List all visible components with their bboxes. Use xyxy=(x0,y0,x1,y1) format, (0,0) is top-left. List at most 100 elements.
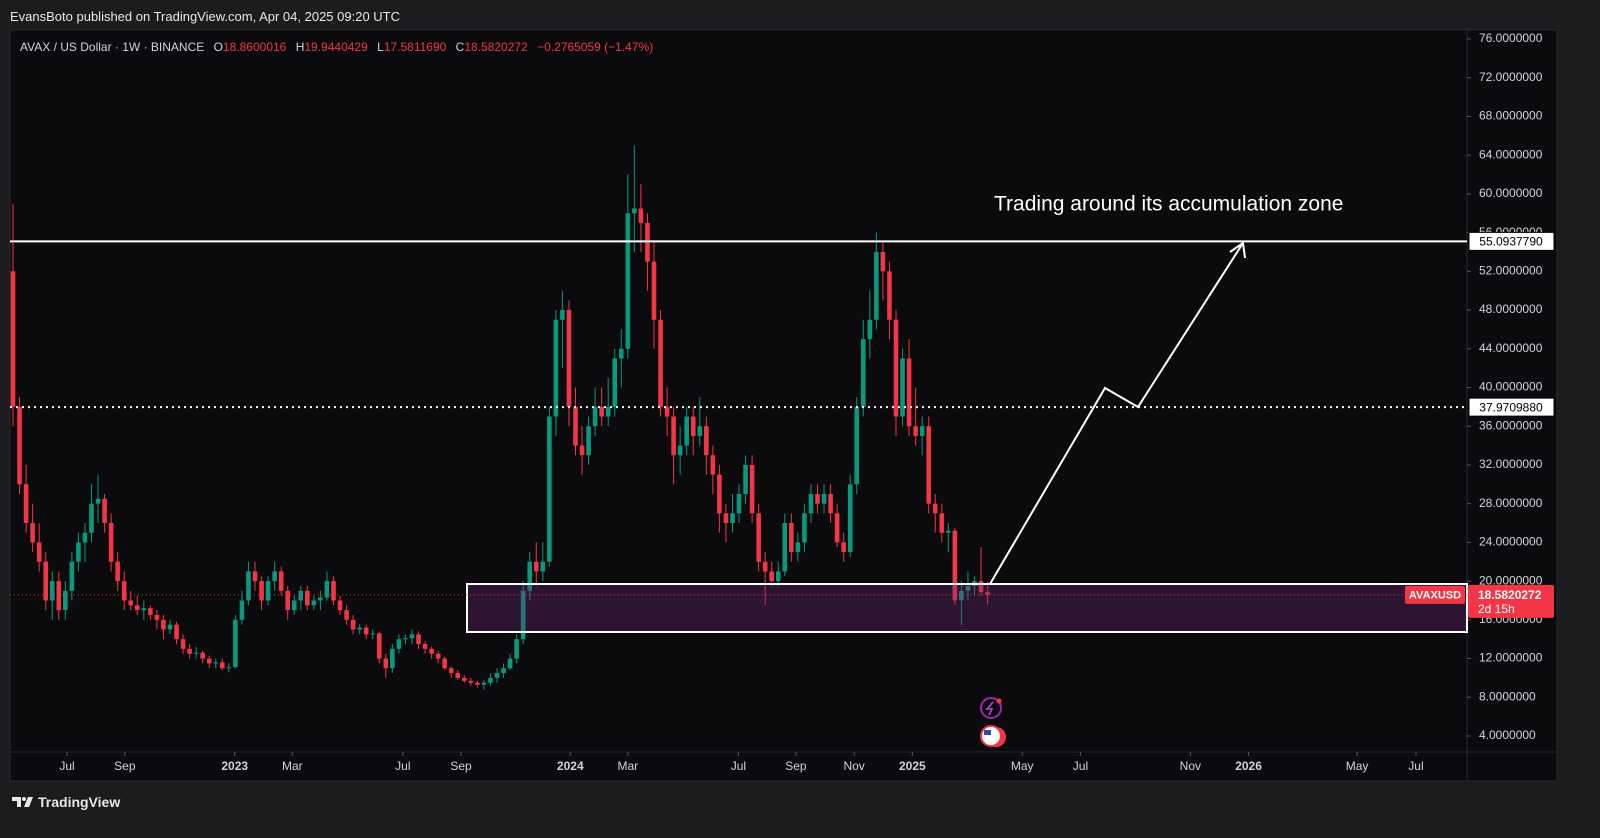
candle-body xyxy=(501,668,506,674)
y-tick-label: 64.0000000 xyxy=(1479,147,1543,161)
candle-body xyxy=(769,571,775,582)
candle-body xyxy=(311,600,317,606)
candle-body xyxy=(10,271,16,407)
candle-body xyxy=(547,416,552,562)
candle-body xyxy=(965,585,971,591)
candle-body xyxy=(161,619,166,630)
candle-body xyxy=(514,639,519,659)
candle-body xyxy=(481,682,487,685)
candle-body xyxy=(710,455,716,475)
candle-body xyxy=(409,634,415,639)
candle-body xyxy=(128,600,134,606)
candle-body xyxy=(736,493,742,514)
candle-body xyxy=(108,523,114,562)
candle-body xyxy=(187,648,192,654)
candle-body xyxy=(834,513,840,543)
candle-body xyxy=(939,513,945,533)
accumulation-zone xyxy=(466,583,1468,633)
x-tick-label: Mar xyxy=(282,759,303,773)
candle-body xyxy=(252,571,258,582)
candle-body xyxy=(376,633,382,659)
level-label-box xyxy=(1468,397,1555,417)
y-tick-label: 32.0000000 xyxy=(1479,457,1543,471)
y-tick-label: 52.0000000 xyxy=(1479,264,1543,278)
candle-body xyxy=(396,639,402,649)
candle-body xyxy=(278,571,284,591)
candle-body xyxy=(586,426,591,456)
candle-body xyxy=(704,426,709,456)
candle-body xyxy=(867,319,873,340)
candle-body xyxy=(795,542,801,553)
candle-body xyxy=(860,339,866,407)
publisher-line: EvansBoto published on TradingView.com, … xyxy=(10,9,401,24)
candle-body xyxy=(291,600,297,611)
candle-body xyxy=(226,667,232,669)
candle-body xyxy=(540,561,546,572)
annotation: Trading around its accumulation zone xyxy=(994,193,1343,216)
candle-body xyxy=(605,406,611,417)
candle-body xyxy=(978,581,984,593)
candle-body xyxy=(533,561,539,572)
candle-body xyxy=(684,416,689,446)
candle-body xyxy=(560,310,565,320)
candle-body xyxy=(932,503,938,514)
y-tick-label: 60.0000000 xyxy=(1479,186,1543,200)
candle-body xyxy=(821,493,827,504)
candle-body xyxy=(618,348,624,359)
countdown: 2d 15h xyxy=(1478,602,1515,616)
y-tick-label: 76.0000000 xyxy=(1479,31,1543,45)
candle-body xyxy=(717,474,722,514)
candle-body xyxy=(808,493,814,514)
candle-body xyxy=(383,658,389,669)
candle-body xyxy=(154,614,160,620)
candle-body xyxy=(390,648,395,669)
candle-body xyxy=(632,208,637,214)
y-tick-label: 40.0000000 xyxy=(1479,380,1543,394)
candle-body xyxy=(815,493,820,504)
footer: TradingView xyxy=(12,794,120,810)
x-tick-label: 2026 xyxy=(1235,759,1262,773)
candle-body xyxy=(651,261,657,320)
x-tick-label: Sep xyxy=(450,759,472,773)
candle-body xyxy=(134,605,140,611)
x-tick-label: Nov xyxy=(1180,759,1201,773)
candle-body xyxy=(828,493,833,514)
candle-body xyxy=(697,426,703,436)
candle-body xyxy=(847,484,853,553)
candle-body xyxy=(213,662,219,664)
candle-body xyxy=(926,426,932,504)
candle-body xyxy=(89,503,94,533)
candle-body xyxy=(206,658,212,664)
candle-body xyxy=(573,406,578,446)
x-tick-label: Jul xyxy=(1073,759,1088,773)
y-tick-label: 44.0000000 xyxy=(1479,341,1543,355)
candle-body xyxy=(723,513,729,524)
candle-body xyxy=(56,581,62,611)
candle-body xyxy=(344,610,349,620)
x-tick-label: Nov xyxy=(843,759,864,773)
arrow-head xyxy=(1229,241,1246,259)
candle-body xyxy=(775,571,781,582)
candle-body xyxy=(324,581,330,598)
candle-body xyxy=(429,648,434,654)
candle-body xyxy=(272,571,277,582)
candle-body xyxy=(49,581,55,601)
candle-body xyxy=(43,561,49,601)
x-tick-label: Jul xyxy=(59,759,74,773)
candle-body xyxy=(802,513,807,543)
marks xyxy=(10,38,1471,756)
candle-body xyxy=(69,561,75,591)
chart-frame xyxy=(9,29,1558,782)
candle-body xyxy=(17,406,22,485)
candle-body xyxy=(625,213,631,349)
symbol: AVAX / US Dollar · 1W · BINANCE xyxy=(20,40,205,54)
candle-body xyxy=(298,590,304,601)
level-label: 37.9709880 xyxy=(1479,400,1543,414)
symbol-label: AVAXUSD xyxy=(1409,590,1461,602)
candle-body xyxy=(63,590,68,611)
ohlc-legend: AVAX / US Dollar · 1W · BINANCE O18.8600… xyxy=(20,40,653,54)
candle-body xyxy=(233,619,238,668)
candle-body xyxy=(677,445,683,456)
high-key: H xyxy=(295,40,305,54)
candle-body xyxy=(200,652,205,659)
